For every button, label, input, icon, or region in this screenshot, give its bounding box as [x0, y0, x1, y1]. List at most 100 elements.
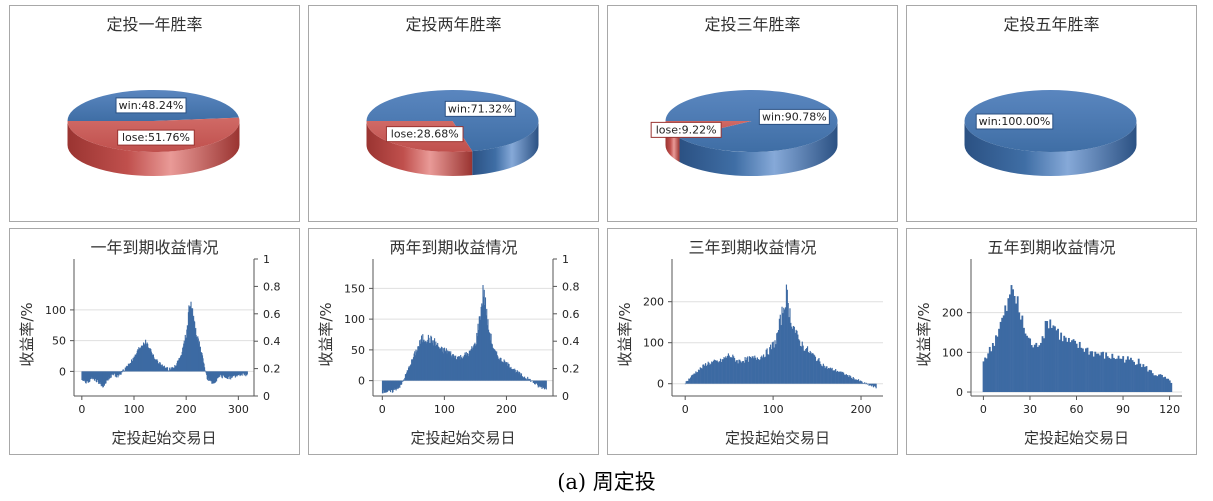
bar-series: [81, 301, 248, 388]
bar: [464, 352, 466, 381]
bar: [1075, 343, 1078, 393]
bar: [864, 382, 866, 384]
bar: [1041, 336, 1044, 393]
bar: [466, 353, 469, 381]
x-tick-label: 0: [980, 403, 987, 416]
bar: [410, 364, 412, 381]
bar: [1077, 347, 1080, 393]
bar: [475, 344, 477, 381]
bar: [787, 302, 789, 384]
bar: [843, 374, 846, 384]
bar: [1040, 342, 1042, 393]
bar: [398, 380, 400, 388]
bar: [842, 372, 845, 384]
bar: [755, 357, 757, 384]
bar: [837, 371, 839, 384]
bar: [497, 356, 499, 381]
y-tick-label: 0: [59, 365, 66, 378]
bar: [1071, 340, 1073, 393]
bar: [530, 380, 532, 382]
bar: [400, 380, 402, 386]
bar: [511, 368, 513, 381]
bar: [502, 362, 505, 381]
bar: [1024, 333, 1027, 393]
bar: [1139, 363, 1142, 393]
bar: [402, 380, 404, 382]
pie-label-win: win:100.00%: [975, 113, 1054, 130]
bar: [495, 352, 497, 381]
bar: [687, 380, 689, 384]
bar: [427, 334, 429, 381]
bar: [494, 349, 496, 381]
bar: [500, 357, 502, 381]
bar: [1015, 303, 1018, 393]
bar: [471, 346, 473, 381]
bar: [770, 344, 772, 384]
bar: [812, 352, 814, 384]
bar: [827, 368, 829, 384]
bar: [1013, 295, 1016, 393]
bar: [246, 371, 248, 375]
bar: [785, 284, 788, 384]
bar: [720, 361, 722, 384]
bar: [1018, 312, 1021, 393]
bar: [872, 383, 874, 386]
pie-panel-5y: 定投五年胜率 win:100.00%: [906, 5, 1197, 222]
bar: [706, 364, 708, 384]
bar: [839, 371, 841, 384]
bar: [832, 370, 834, 384]
bar: [469, 350, 471, 381]
bar: [807, 352, 810, 384]
bar: [726, 357, 728, 384]
bar: [792, 328, 794, 384]
bar: [409, 367, 411, 381]
bar: [394, 380, 396, 389]
bar: [783, 307, 785, 384]
bar: [770, 349, 773, 384]
bar: [792, 325, 795, 384]
bar: [756, 357, 759, 384]
bar: [436, 345, 438, 381]
bar: [711, 361, 713, 384]
x-tick-label: 90: [1116, 403, 1130, 416]
bar: [702, 364, 704, 384]
bar: [460, 356, 462, 381]
bar: [1134, 364, 1137, 393]
bar: [429, 343, 431, 381]
bar: [766, 348, 768, 384]
bar: [762, 357, 764, 384]
x-axis-label: 定投起始交易日: [111, 429, 216, 447]
bar: [454, 356, 456, 381]
bar: [386, 380, 388, 392]
bar: [437, 346, 439, 381]
bar: [466, 355, 468, 381]
bar: [768, 354, 770, 384]
bar: [693, 373, 695, 384]
bar: [802, 345, 804, 384]
bar: [772, 341, 774, 384]
bar: [749, 356, 751, 384]
bar: [530, 380, 532, 382]
bar: [403, 379, 405, 381]
bar: [1085, 348, 1087, 393]
bar: [485, 315, 487, 381]
bar: [1150, 370, 1153, 393]
bar: [799, 345, 802, 384]
bar-chart-title: 五年到期收益情况: [987, 238, 1115, 257]
bar: [522, 377, 524, 381]
bar: [389, 380, 392, 393]
bar: [748, 361, 750, 384]
y2-tick-label: 0.2: [562, 363, 580, 376]
bar: [443, 353, 445, 381]
bar: [398, 380, 400, 387]
x-tick-label: 200: [851, 403, 872, 416]
bar: [716, 360, 718, 384]
bar: [684, 383, 686, 385]
bar: [455, 359, 457, 381]
bar: [821, 366, 824, 384]
bar: [758, 360, 760, 384]
bar: [791, 326, 793, 384]
bar: [404, 377, 406, 381]
bar: [488, 332, 490, 381]
bar-series: [684, 284, 877, 389]
